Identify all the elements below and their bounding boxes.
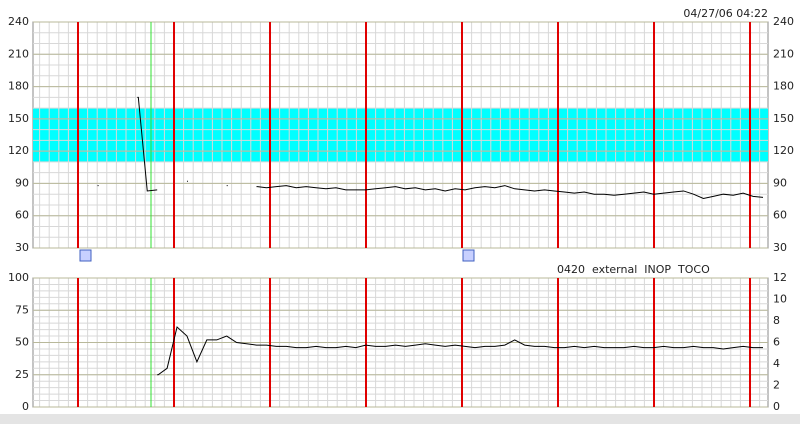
y2-tick-label: 150 <box>773 112 794 125</box>
trace <box>97 96 764 200</box>
y-tick-label: 50 <box>15 336 29 349</box>
y2-tick-label: 4 <box>773 357 780 370</box>
y-tick-label: 210 <box>8 47 29 60</box>
y-tick-label: 0 <box>22 400 29 413</box>
y-tick-label: 30 <box>15 241 29 254</box>
y2-tick-label: 10 <box>773 293 787 306</box>
y-tick-label: 240 <box>8 15 29 28</box>
y-tick-label: 120 <box>8 144 29 157</box>
y-tick-label: 100 <box>8 271 29 284</box>
y2-tick-label: 90 <box>773 176 787 189</box>
status-label: INOP <box>644 263 671 276</box>
timestamp: 04/27/06 04:22 <box>683 7 768 20</box>
y2-tick-label: 6 <box>773 336 780 349</box>
y2-tick-label: 60 <box>773 209 787 222</box>
y-tick-label: 75 <box>15 303 29 316</box>
event-marker[interactable] <box>79 249 92 262</box>
y-tick-label: 60 <box>15 209 29 222</box>
y2-tick-label: 120 <box>773 144 794 157</box>
status-label: TOCO <box>677 263 710 276</box>
status-label: 0420 <box>557 263 585 276</box>
event-marker[interactable] <box>462 249 475 262</box>
y2-tick-label: 210 <box>773 47 794 60</box>
y2-tick-label: 180 <box>773 80 794 93</box>
y2-tick-label: 2 <box>773 379 780 392</box>
y-tick-label: 150 <box>8 112 29 125</box>
y-tick-label: 25 <box>15 368 29 381</box>
y2-tick-label: 12 <box>773 271 787 284</box>
y-tick-label: 180 <box>8 80 29 93</box>
y2-tick-label: 240 <box>773 15 794 28</box>
y2-tick-label: 8 <box>773 314 780 327</box>
y-tick-label: 90 <box>15 176 29 189</box>
y2-tick-label: 0 <box>773 400 780 413</box>
status-label: external <box>592 263 637 276</box>
trace <box>157 326 763 376</box>
y2-tick-label: 30 <box>773 241 787 254</box>
scrollbar[interactable] <box>0 414 800 424</box>
normal-range-band <box>33 108 768 162</box>
